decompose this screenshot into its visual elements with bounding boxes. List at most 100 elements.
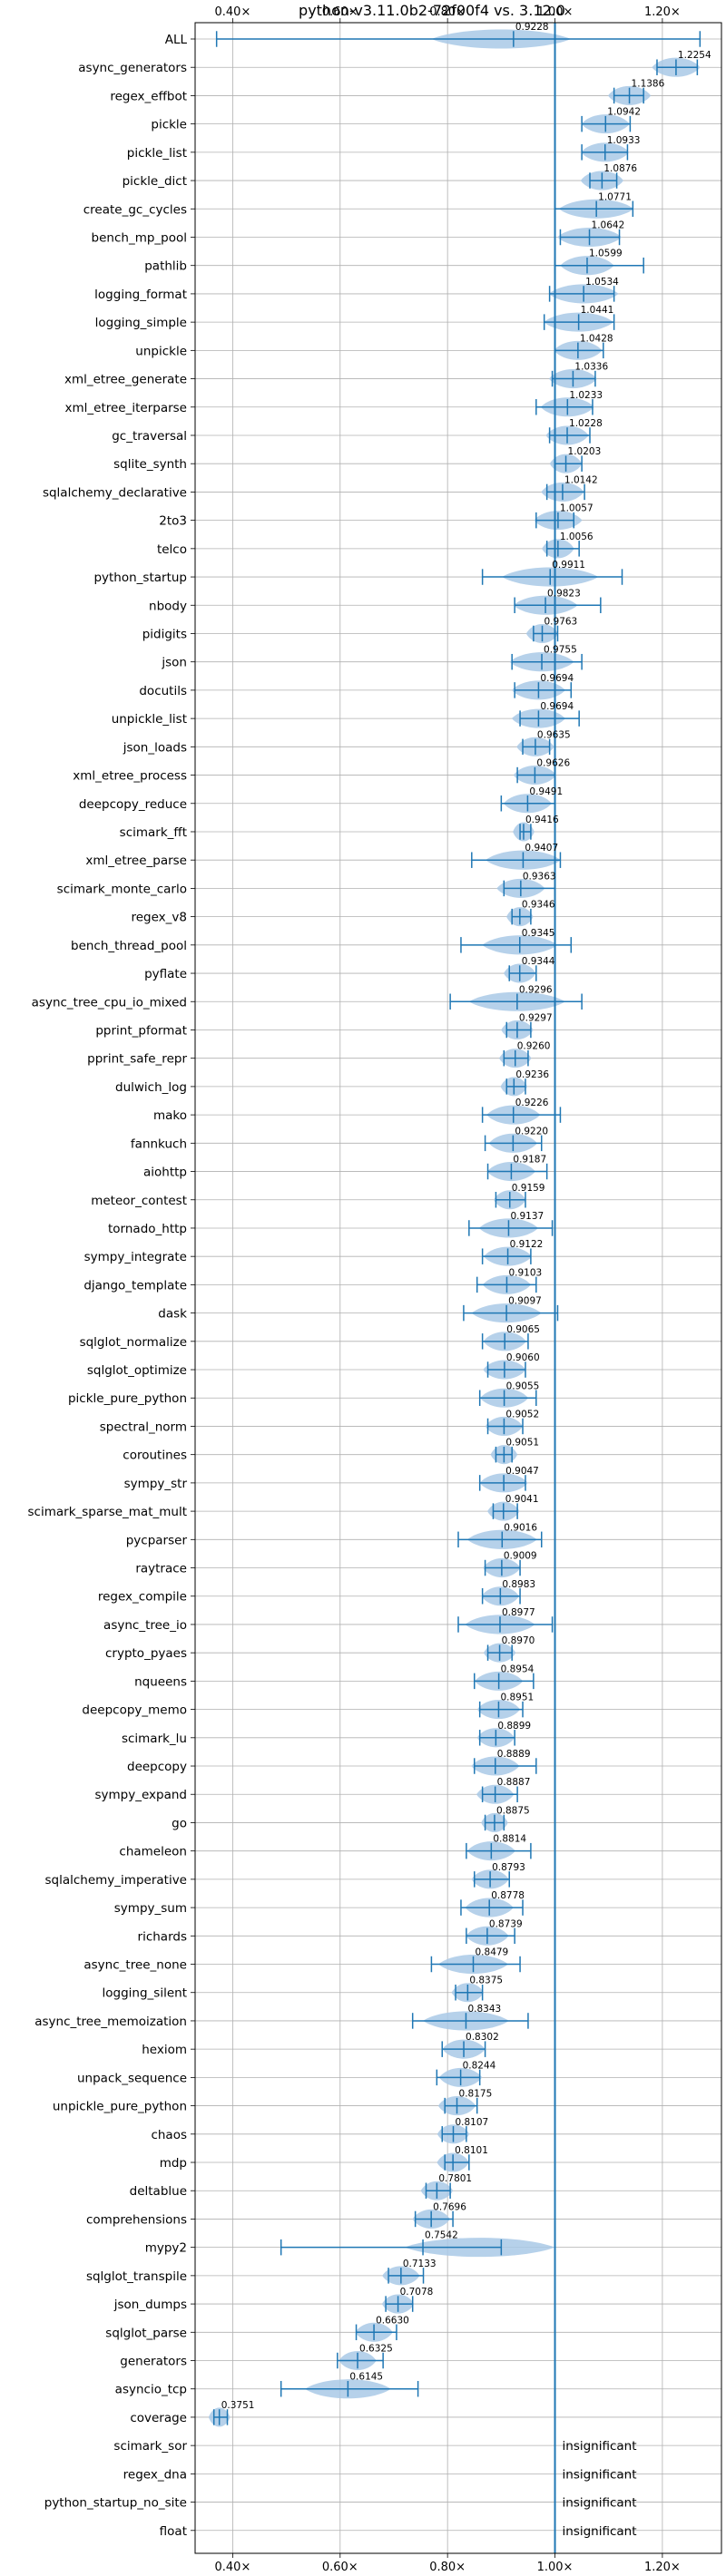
- category-label: sympy_expand: [94, 1788, 187, 1802]
- value-label: 0.9097: [508, 1296, 542, 1307]
- category-label: json_dumps: [113, 2298, 187, 2312]
- value-label: 0.9755: [544, 645, 577, 656]
- category-label: create_gc_cycles: [83, 202, 187, 217]
- category-label: gc_traversal: [112, 429, 187, 444]
- category-label: regex_effbot: [110, 89, 187, 103]
- value-label: 1.0876: [603, 163, 637, 174]
- value-label: 0.9055: [506, 1381, 540, 1391]
- value-label: 0.8887: [497, 1777, 531, 1788]
- category-label: asyncio_tcp: [115, 2383, 187, 2397]
- insignificant-label: insignificant: [563, 2496, 637, 2511]
- category-label: dask: [158, 1307, 187, 1322]
- category-label: deepcopy: [127, 1760, 187, 1774]
- x-tick-label-bottom: 1.20×: [644, 2561, 681, 2574]
- category-label: sympy_str: [124, 1477, 188, 1491]
- value-label: 0.7078: [400, 2287, 434, 2298]
- value-label: 0.9763: [544, 616, 578, 627]
- category-label: ALL: [165, 33, 188, 47]
- category-label: unpickle_list: [112, 712, 187, 727]
- x-tick-label-bottom: 0.60×: [322, 2561, 358, 2574]
- value-label: 1.0642: [592, 220, 625, 231]
- category-label: coroutines: [123, 1449, 187, 1463]
- x-tick-label-top: 0.60×: [322, 5, 358, 19]
- value-label: 0.6630: [376, 2315, 409, 2326]
- x-tick-label-bottom: 0.80×: [429, 2561, 466, 2574]
- value-label: 0.8951: [500, 1693, 534, 1703]
- category-label: chameleon: [119, 1845, 187, 1859]
- value-label: 0.9635: [537, 729, 571, 740]
- value-label: 0.8954: [501, 1664, 535, 1674]
- value-label: 1.0228: [569, 418, 603, 429]
- value-label: 1.2254: [678, 50, 711, 61]
- category-label: pprint_safe_repr: [87, 1052, 187, 1067]
- category-label: mdp: [160, 2156, 187, 2171]
- value-label: 0.9416: [525, 815, 559, 825]
- category-label: sqlglot_normalize: [80, 1335, 187, 1350]
- category-label: richards: [138, 1929, 187, 1944]
- value-label: 1.0933: [607, 135, 641, 146]
- category-label: mako: [153, 1108, 187, 1123]
- value-label: 0.9159: [512, 1183, 545, 1194]
- value-label: 0.8375: [469, 1976, 503, 1986]
- value-label: 0.6145: [349, 2372, 383, 2383]
- x-tick-label-bottom: 0.40×: [215, 2561, 251, 2574]
- value-label: 0.9694: [540, 701, 574, 712]
- value-label: 0.9137: [510, 1211, 544, 1222]
- value-label: 0.8793: [492, 1862, 525, 1873]
- value-label: 1.0534: [585, 277, 619, 288]
- x-tick-label-bottom: 1.00×: [537, 2561, 574, 2574]
- value-label: 0.8739: [489, 1918, 523, 1929]
- category-label: chaos: [151, 2128, 187, 2142]
- value-label: 0.9220: [515, 1126, 548, 1137]
- category-label: docutils: [139, 684, 187, 698]
- value-label: 0.9823: [547, 588, 581, 599]
- category-label: meteor_contest: [91, 1194, 187, 1208]
- value-label: 0.8107: [455, 2117, 488, 2128]
- value-label: 0.6325: [359, 2344, 393, 2355]
- category-label: mypy2: [145, 2241, 187, 2256]
- value-label: 0.9694: [540, 673, 574, 684]
- value-label: 0.8983: [502, 1579, 535, 1590]
- x-tick-label-top: 0.80×: [429, 5, 466, 19]
- value-label: 0.9016: [504, 1522, 537, 1533]
- value-label: 0.9296: [519, 984, 553, 995]
- value-label: 0.9228: [515, 22, 549, 33]
- category-label: nbody: [149, 599, 187, 613]
- value-label: 0.8479: [476, 1947, 509, 1958]
- value-label: 1.0942: [607, 107, 641, 118]
- value-label: 0.9103: [508, 1267, 542, 1278]
- value-label: 0.8970: [502, 1635, 535, 1646]
- insignificant-label: insignificant: [563, 2524, 637, 2539]
- insignificant-label: insignificant: [563, 2467, 637, 2482]
- category-label: unpack_sequence: [77, 2071, 187, 2085]
- category-label: sqlalchemy_imperative: [45, 1873, 188, 1888]
- value-label: 0.9345: [522, 928, 555, 939]
- value-label: 0.7801: [438, 2173, 472, 2184]
- category-label: 2to3: [159, 514, 187, 529]
- category-label: hexiom: [142, 2043, 187, 2057]
- category-label: raytrace: [135, 1562, 187, 1576]
- value-label: 1.1386: [632, 78, 665, 89]
- category-label: sympy_sum: [114, 1901, 187, 1916]
- value-label: 0.9236: [515, 1069, 549, 1080]
- value-label: 0.7133: [403, 2259, 437, 2269]
- chart-title: python-v3.11.0b2-72f00f4 vs. 3.12.0: [299, 2, 565, 19]
- category-label: json_loads: [123, 740, 187, 755]
- value-label: 0.9407: [525, 843, 558, 854]
- value-label: 0.8875: [496, 1805, 530, 1816]
- category-label: django_template: [83, 1278, 187, 1293]
- value-label: 0.9363: [523, 871, 556, 882]
- value-label: 0.9260: [517, 1041, 551, 1052]
- category-label: sympy_integrate: [84, 1250, 187, 1264]
- value-label: 0.3751: [221, 2400, 255, 2411]
- category-label: scimark_fft: [120, 825, 187, 840]
- whisker-layer: [212, 23, 701, 2553]
- value-label: 1.0336: [574, 362, 608, 373]
- value-label: 1.0771: [598, 191, 632, 202]
- category-label: sqlalchemy_declarative: [43, 485, 187, 500]
- value-label: 0.9047: [505, 1466, 539, 1477]
- value-label: 0.9297: [519, 1012, 553, 1023]
- value-label: 1.0428: [580, 333, 613, 344]
- category-label: aiohttp: [143, 1166, 187, 1180]
